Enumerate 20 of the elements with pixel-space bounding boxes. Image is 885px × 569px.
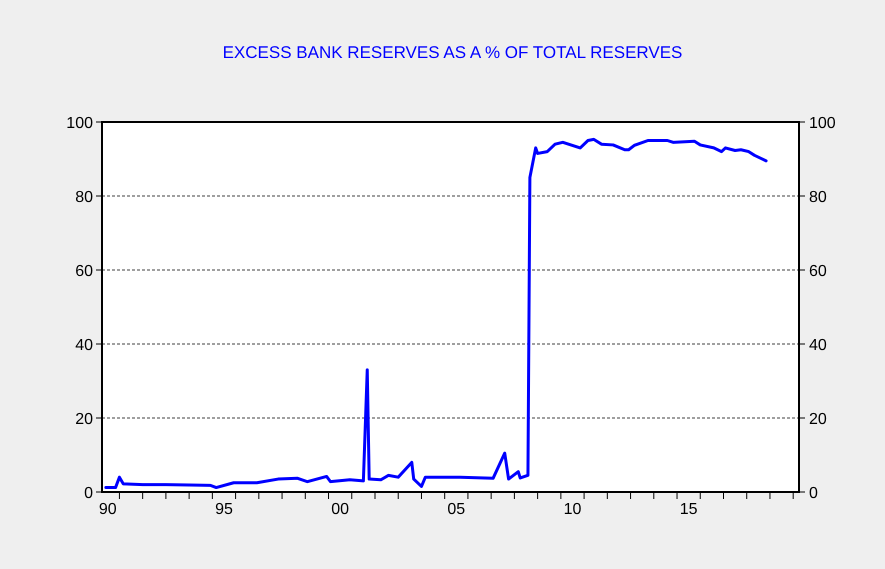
y2-tick-label: 100 — [809, 115, 836, 132]
x-tick-label: 90 — [98, 501, 117, 518]
x-tick-label: 15 — [680, 501, 698, 518]
y-tick-label: 20 — [75, 411, 94, 428]
x-tick-label: 95 — [215, 501, 233, 518]
x-tick-label: 10 — [564, 501, 582, 518]
y2-tick-label: 60 — [809, 263, 827, 280]
x-tick-label: 05 — [447, 501, 466, 518]
y-tick-label: 40 — [75, 337, 94, 354]
y2-tick-label: 80 — [809, 189, 827, 206]
y-tick-label: 100 — [66, 115, 94, 132]
y-tick-label: 0 — [84, 485, 94, 502]
y2-tick-label: 0 — [809, 485, 818, 502]
y2-tick-label: 20 — [809, 411, 827, 428]
x-tick-label: 00 — [331, 501, 350, 518]
y-tick-label: 60 — [75, 263, 94, 280]
y2-tick-label: 40 — [809, 337, 827, 354]
chart-title: EXCESS BANK RESERVES AS A % OF TOTAL RESERVES — [222, 43, 682, 62]
line-series — [104, 138, 768, 490]
y-tick-label: 80 — [75, 189, 94, 206]
